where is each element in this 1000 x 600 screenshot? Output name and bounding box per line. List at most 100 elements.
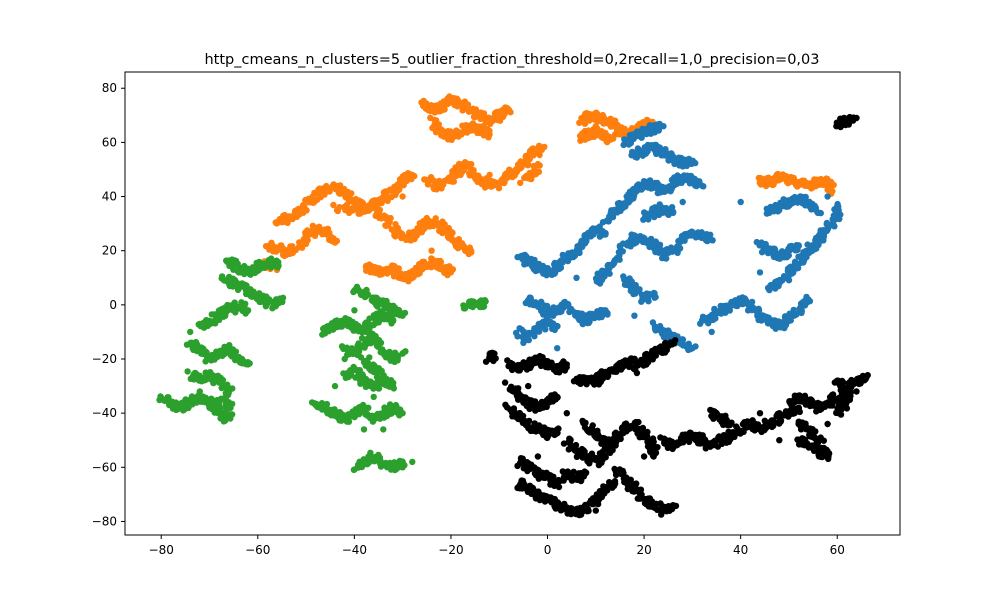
data-point [214,408,221,415]
data-point [360,426,368,433]
data-point [389,317,397,325]
data-point [689,158,696,165]
data-point [824,193,831,200]
data-point [827,221,834,229]
data-point [563,361,570,368]
data-point [765,319,772,326]
data-point [701,314,708,321]
data-point [707,231,714,238]
data-point [863,374,870,382]
data-point [794,199,801,206]
data-point [399,312,406,319]
data-point [630,135,637,142]
data-point [829,187,836,195]
data-point [438,126,445,133]
data-point [345,209,353,216]
data-point [766,249,773,256]
series-1 [486,120,844,357]
data-point [747,301,754,308]
data-point [399,410,406,417]
data-point [231,261,238,268]
data-point [524,331,532,339]
data-point [447,177,455,184]
data-point [660,123,667,130]
data-point [580,452,588,459]
data-point [501,379,509,386]
data-point [409,458,416,466]
data-point [184,368,191,375]
data-point [777,278,784,286]
data-point [346,318,353,326]
data-point [582,419,589,426]
data-point [651,325,659,333]
data-point [557,264,565,271]
data-point [654,246,661,254]
data-point [370,393,377,401]
data-point [527,295,534,302]
data-point [762,182,770,190]
data-point [783,273,791,280]
plot-area [156,93,871,519]
data-point [632,290,639,297]
data-point [488,115,495,122]
data-point [650,290,657,298]
data-point [533,327,540,334]
data-point [788,270,795,277]
data-point [376,206,384,214]
data-point [554,393,561,401]
data-point [550,304,557,311]
data-point [454,103,461,110]
data-point [299,204,306,211]
data-point [790,174,797,182]
data-point [598,274,605,282]
data-point [805,296,812,303]
data-point [351,204,358,211]
data-point [669,209,677,216]
data-point [399,350,406,357]
data-point [656,241,664,248]
data-point [756,269,764,276]
data-point [698,182,706,189]
data-point [571,447,579,454]
data-point [364,291,371,298]
data-point [651,209,658,217]
data-point [273,261,281,268]
data-point [374,303,381,310]
data-point [238,355,246,363]
data-point [708,236,715,244]
data-point [583,506,590,513]
data-point [795,242,802,249]
data-point [453,167,461,174]
data-point [455,160,463,168]
data-point [514,333,521,340]
data-point [425,177,432,184]
data-point [447,269,455,276]
data-point [196,388,203,395]
data-point [711,441,719,448]
data-point [607,123,615,130]
data-point [669,502,677,509]
data-point [386,401,394,408]
data-point [814,436,821,443]
data-point [399,193,406,200]
data-point [382,192,389,199]
data-point [235,285,242,293]
data-point [535,168,543,175]
data-point [433,185,441,192]
data-point [377,339,384,347]
data-point [171,400,178,407]
data-point [809,243,816,251]
data-point [772,201,779,209]
data-point [590,133,598,140]
data-point [644,213,652,220]
data-point [602,307,609,314]
data-point [651,204,659,211]
data-point [505,106,513,114]
data-point [644,178,652,185]
data-point [804,241,811,248]
data-point [202,394,209,401]
data-point [611,442,619,449]
data-point [229,411,236,418]
data-point [486,131,493,138]
data-point [441,177,448,185]
